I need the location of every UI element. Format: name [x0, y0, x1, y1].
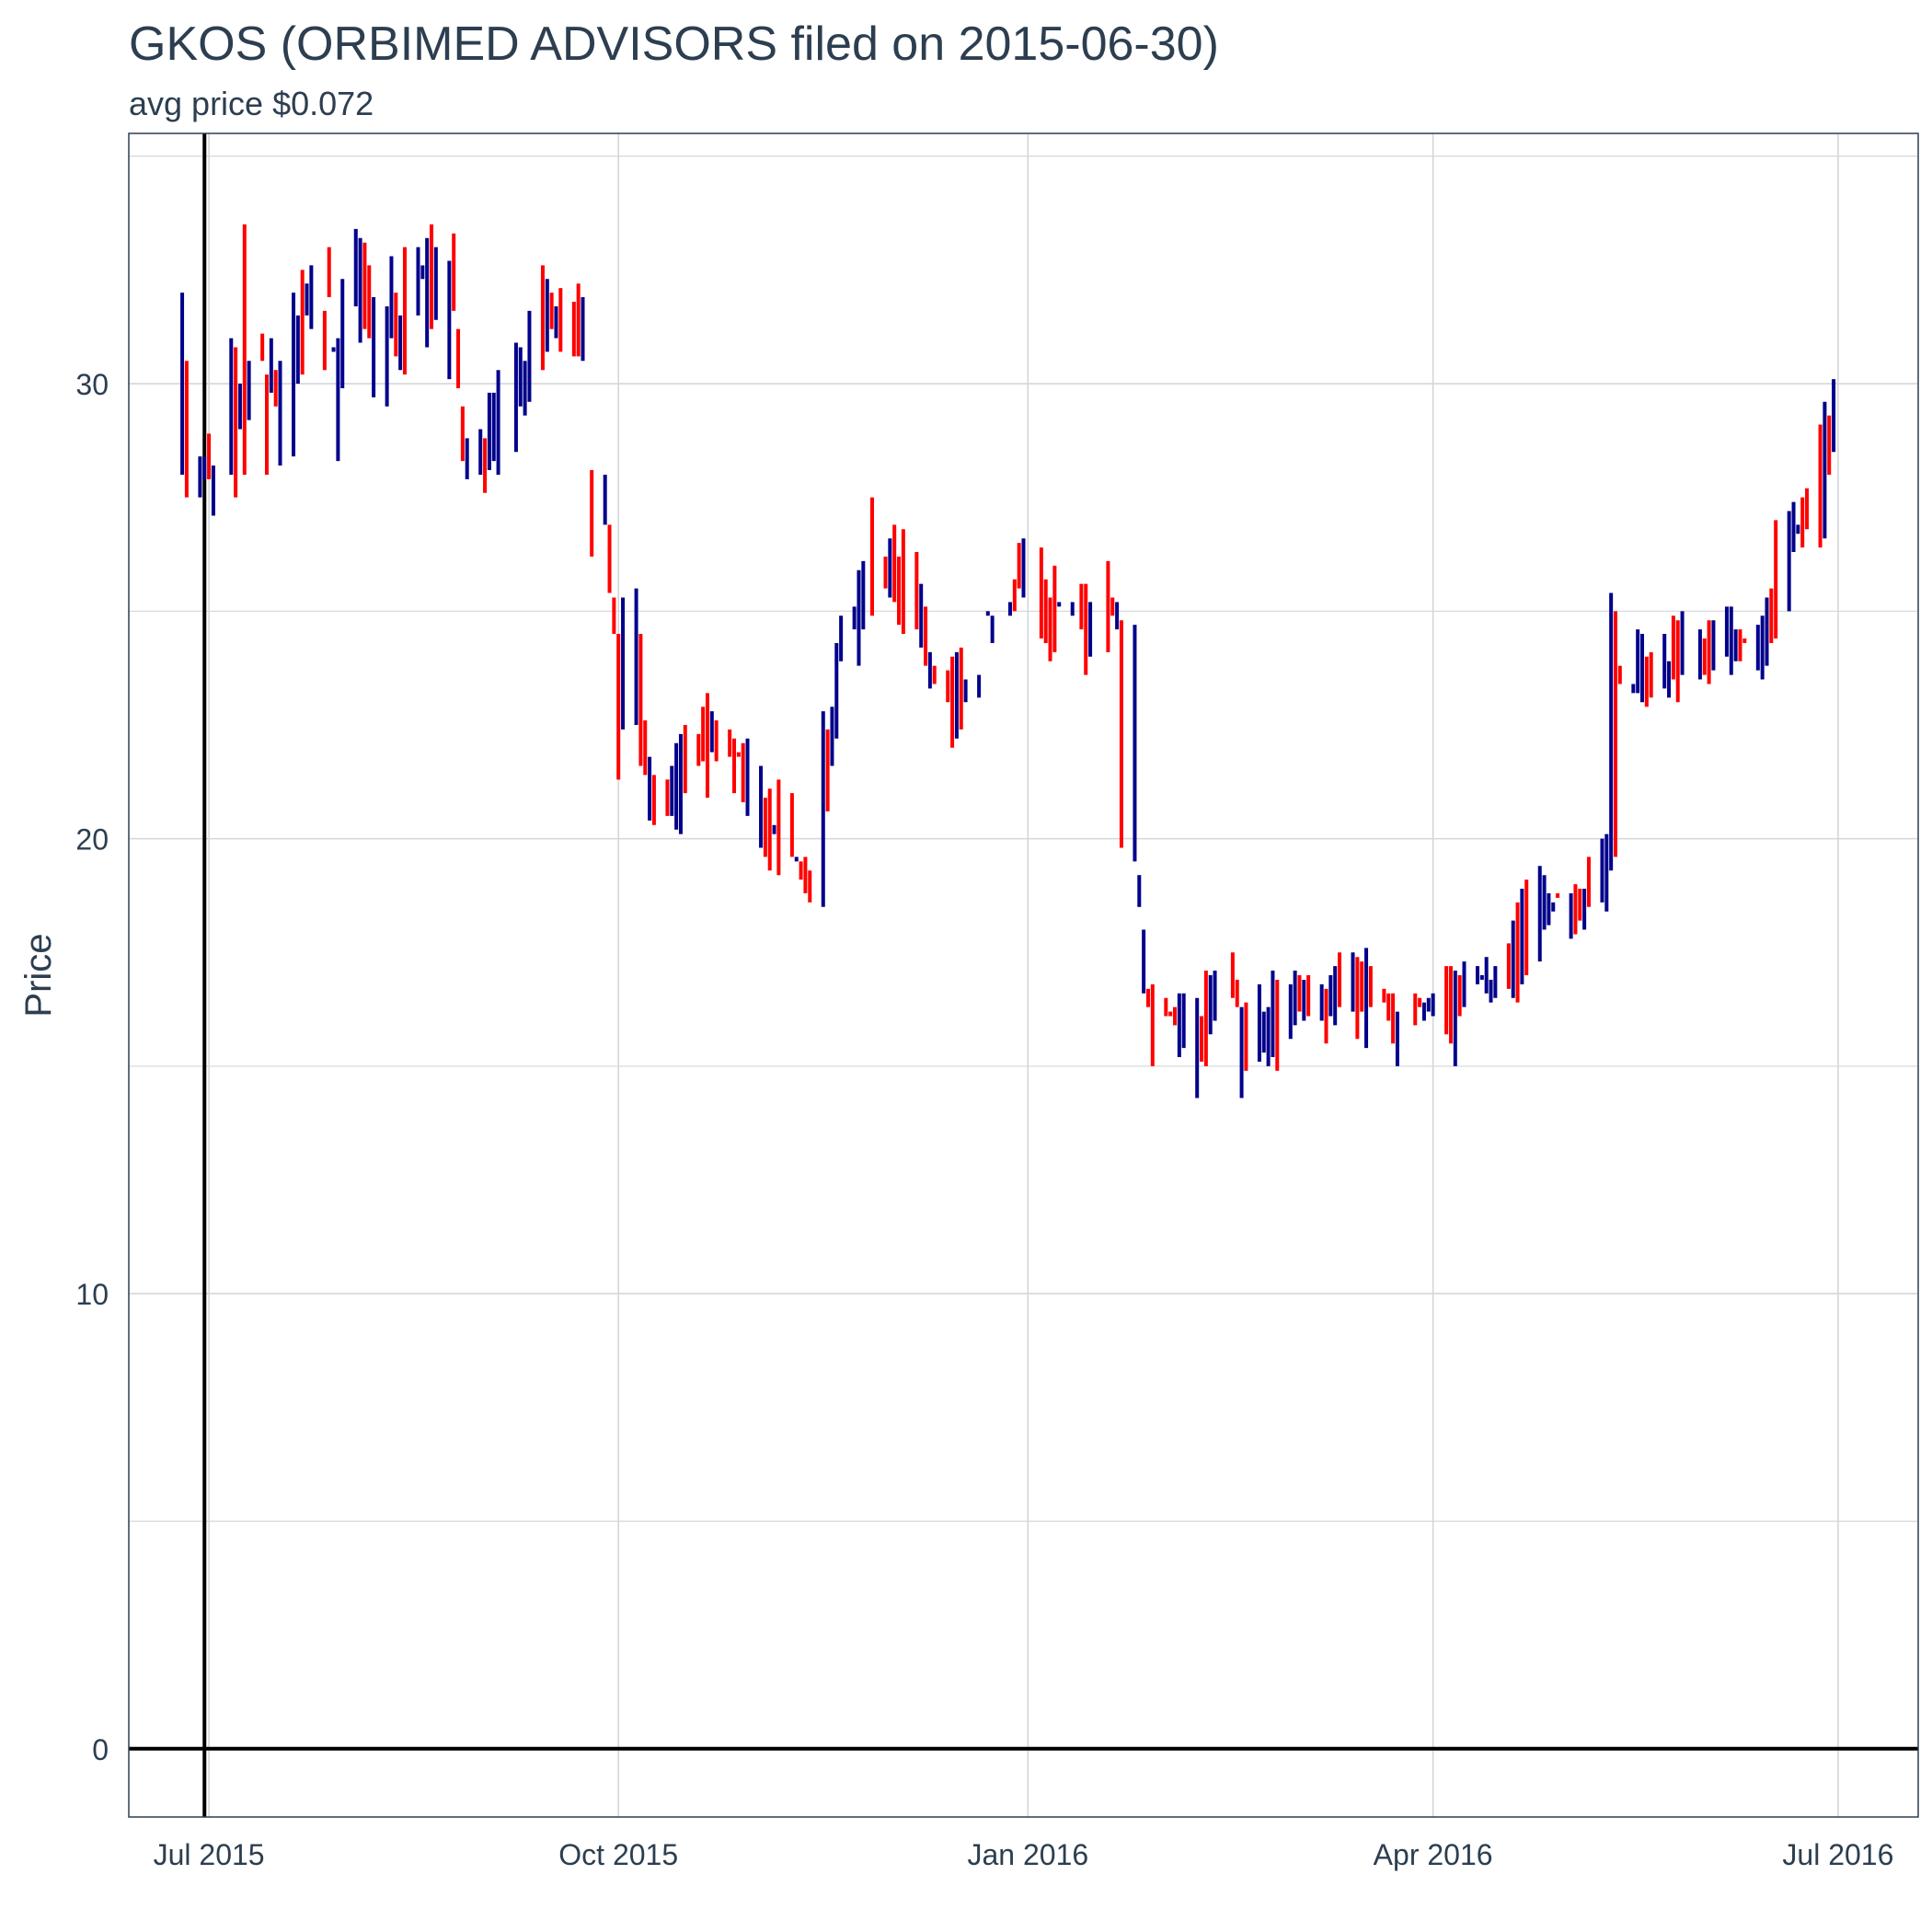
y-tick-label: 0: [92, 1733, 109, 1766]
x-tick-label: Apr 2016: [1374, 1838, 1493, 1871]
chart-subtitle: avg price $0.072: [129, 85, 374, 122]
y-tick-label: 30: [75, 368, 109, 401]
x-tick-label: Jul 2015: [154, 1838, 265, 1871]
chart-title: GKOS (ORBIMED ADVISORS filed on 2015-06-…: [129, 17, 1219, 71]
y-tick-label: 20: [75, 823, 109, 857]
y-axis-label: Price: [18, 933, 59, 1017]
x-tick-label: Oct 2015: [558, 1838, 678, 1871]
price-bars: [180, 224, 1836, 1098]
plot-frame: [128, 132, 1919, 1818]
reference-lines: [129, 133, 1918, 1817]
grid: [129, 133, 1918, 1817]
y-tick-label: 10: [75, 1278, 109, 1311]
x-tick-label: Jan 2016: [968, 1838, 1089, 1871]
x-tick-label: Jul 2016: [1782, 1838, 1893, 1871]
axis-ticks: 0 10 20 30 Jul 2015 Oct 2015 Jan 2016 Apr 2016 J…: [75, 368, 1893, 1871]
